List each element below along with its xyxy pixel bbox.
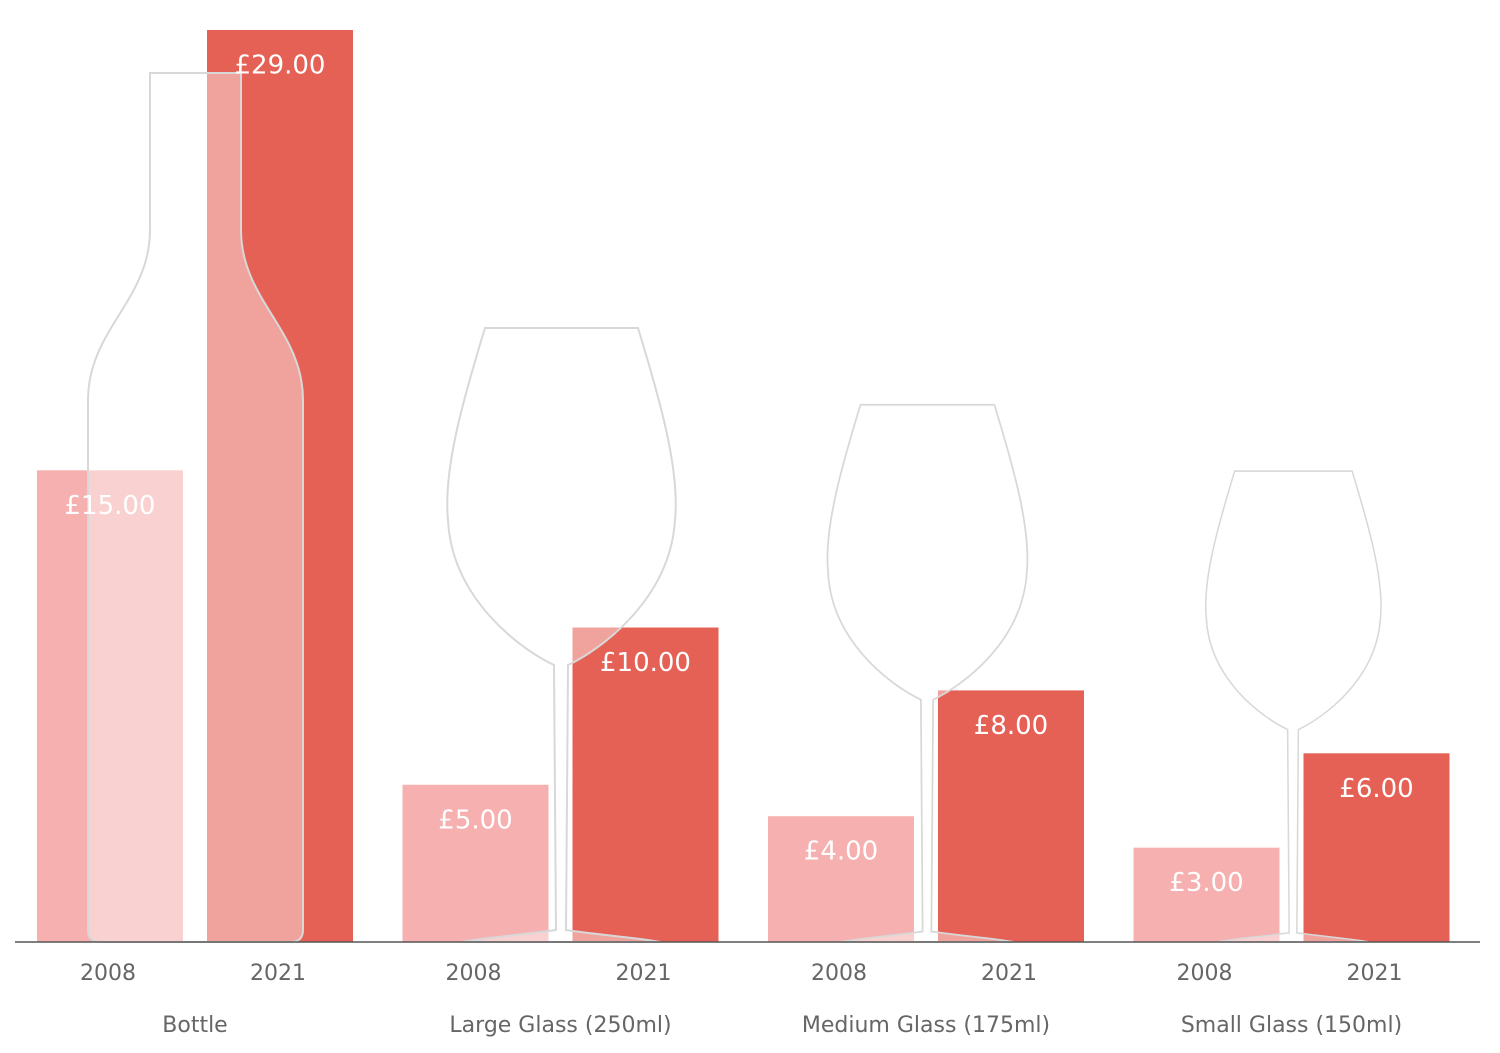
value-label: £15.00 — [65, 491, 156, 521]
category-label: Small Glass (150ml) — [1181, 1013, 1402, 1038]
value-label: £8.00 — [974, 711, 1048, 741]
series-label: 2021 — [981, 961, 1037, 986]
bar — [572, 627, 719, 942]
bar — [768, 816, 914, 942]
bar — [1133, 847, 1280, 942]
bar — [37, 470, 183, 942]
value-label: £29.00 — [235, 51, 326, 81]
series-label: 2021 — [1347, 961, 1403, 986]
labels: £15.00 2008 £29.00 2021 Bottle £5.00 2008 £10.0… — [65, 51, 1414, 1039]
series-label: 2021 — [250, 961, 306, 986]
category-label: Medium Glass (175ml) — [802, 1013, 1050, 1038]
value-label: £3.00 — [1169, 868, 1243, 898]
series-label: 2008 — [80, 961, 136, 986]
series-label: 2008 — [446, 961, 502, 986]
bar — [207, 30, 353, 942]
value-label: £5.00 — [438, 805, 512, 835]
value-label: £6.00 — [1339, 774, 1413, 804]
bar — [402, 784, 549, 942]
illustrations — [87, 72, 1382, 943]
category-label: Bottle — [162, 1013, 227, 1038]
category-label: Large Glass (250ml) — [449, 1013, 671, 1038]
series-label: 2008 — [811, 961, 867, 986]
series-label: 2021 — [616, 961, 672, 986]
bars — [37, 30, 1450, 942]
value-label: £10.00 — [600, 648, 691, 678]
bar — [938, 690, 1084, 942]
bar — [1303, 753, 1450, 942]
series-label: 2008 — [1177, 961, 1233, 986]
value-label: £4.00 — [804, 837, 878, 867]
